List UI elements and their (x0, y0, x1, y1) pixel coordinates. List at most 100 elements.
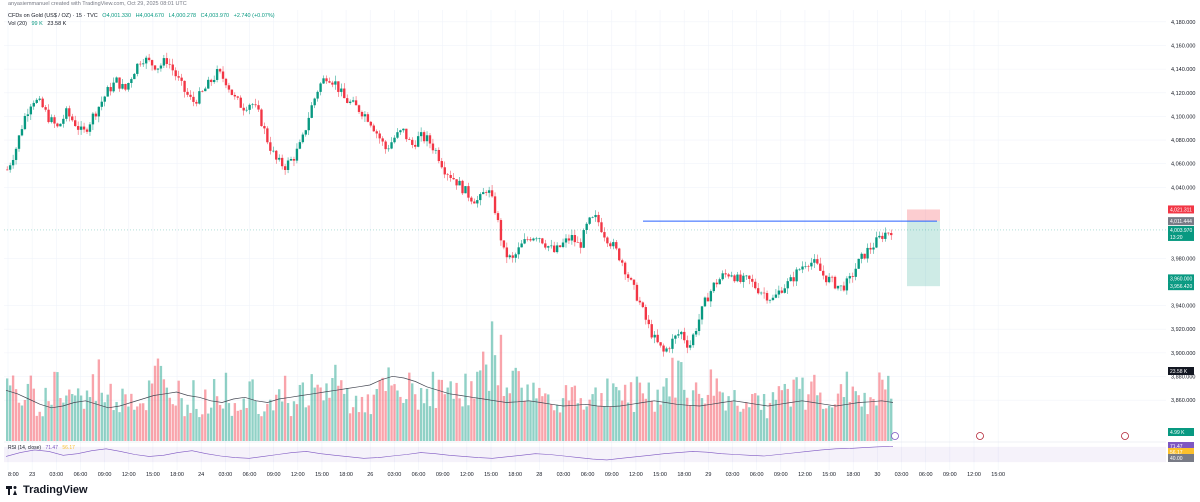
candle (144, 57, 148, 64)
candle (375, 131, 378, 134)
candle (360, 111, 364, 117)
candle (810, 262, 813, 267)
volume-bar (301, 382, 305, 441)
price-scale[interactable]: 4,180.000 4,160.000 4,140.000 4,120.000 4,10… (1171, 20, 1195, 404)
candle (127, 82, 130, 90)
candle (659, 342, 662, 346)
volume-bar (6, 378, 9, 441)
volume-bar (555, 404, 559, 441)
price-label: 3,940.000 (1171, 304, 1195, 310)
volume-bar (23, 400, 27, 441)
time-label: 28 (536, 472, 542, 478)
volume-bar (644, 398, 648, 441)
volume-bar (609, 406, 612, 441)
volume-bar (440, 379, 443, 441)
volume-bar (11, 375, 15, 441)
volume-bar (881, 379, 884, 441)
volume-bar (62, 402, 65, 441)
volume-bar (153, 365, 157, 441)
candle (742, 275, 745, 282)
candle (65, 108, 68, 119)
candle (384, 141, 387, 150)
volume-bar (857, 395, 860, 441)
volume-bar (212, 379, 216, 441)
candle (408, 139, 411, 140)
volume-bar (245, 407, 248, 441)
volume-bar (221, 408, 225, 441)
tradingview-logo: TradingView (6, 484, 88, 496)
volume-bar (402, 402, 405, 441)
volume-bar (322, 400, 325, 441)
time-label: 12:00 (967, 472, 981, 478)
volume-bar (532, 382, 535, 441)
candle (677, 334, 680, 336)
volume-bar (558, 412, 562, 441)
candle (204, 88, 207, 92)
candle (431, 143, 435, 151)
candle (38, 98, 41, 100)
candle (857, 258, 860, 269)
candle (71, 116, 74, 121)
candle (517, 247, 520, 255)
candle (830, 276, 834, 278)
candle (579, 242, 582, 248)
volume-bar (443, 394, 446, 441)
volume-bar (686, 397, 689, 441)
volume-bar (372, 394, 375, 441)
volume-bar (272, 410, 275, 441)
candle (295, 148, 299, 161)
volume-bar (346, 388, 349, 441)
candle (348, 101, 352, 103)
volume-bar (425, 388, 429, 441)
volume-bar (839, 384, 843, 441)
volume-bar (168, 397, 171, 441)
volume-bar (215, 396, 219, 441)
candle (106, 87, 109, 97)
volume-bar (381, 377, 384, 441)
candle (340, 88, 343, 92)
price-tag-text: 56.17 (1170, 450, 1183, 456)
volume-bar (467, 405, 470, 441)
volume-bar (260, 416, 263, 441)
volume-bar (405, 399, 408, 441)
volume-bar (854, 391, 857, 441)
volume-bar (85, 390, 89, 441)
time-label: 24 (198, 472, 204, 478)
time-axis[interactable]: 8:00 23 03:00 06:00 09:00 12:00 15:00 18:00 24 03… (8, 472, 1005, 478)
time-label: 09:00 (943, 472, 957, 478)
volume-bar (567, 400, 571, 441)
candle (848, 276, 852, 279)
volume-bar (833, 404, 837, 441)
volume-bar (700, 398, 704, 441)
candle (804, 266, 807, 267)
candle (133, 73, 136, 80)
candle (354, 100, 358, 106)
candle (150, 60, 154, 66)
candle (280, 157, 284, 167)
candle (824, 275, 828, 283)
candle (14, 148, 18, 160)
volume-bar (68, 389, 71, 441)
volume-bar (310, 374, 313, 441)
candle (207, 79, 210, 89)
rsi-pane (4, 441, 1166, 463)
candle (91, 113, 95, 125)
candle (887, 232, 890, 234)
price-tag (1168, 367, 1194, 375)
candle (544, 243, 547, 248)
price-tag-text: 13:20 (1170, 235, 1183, 241)
volume-bar (887, 375, 890, 441)
volume-bar (691, 390, 695, 441)
volume-bar (233, 403, 237, 441)
candle (712, 282, 716, 292)
volume-bar (218, 404, 222, 441)
volume-bar (511, 370, 514, 441)
candle (863, 253, 866, 259)
volume-bar (783, 383, 786, 441)
volume-bar (715, 378, 718, 441)
volume-bar (139, 403, 142, 441)
candle (807, 266, 810, 267)
time-label: 03:00 (726, 472, 740, 478)
price-label: 4,100.000 (1171, 114, 1195, 120)
